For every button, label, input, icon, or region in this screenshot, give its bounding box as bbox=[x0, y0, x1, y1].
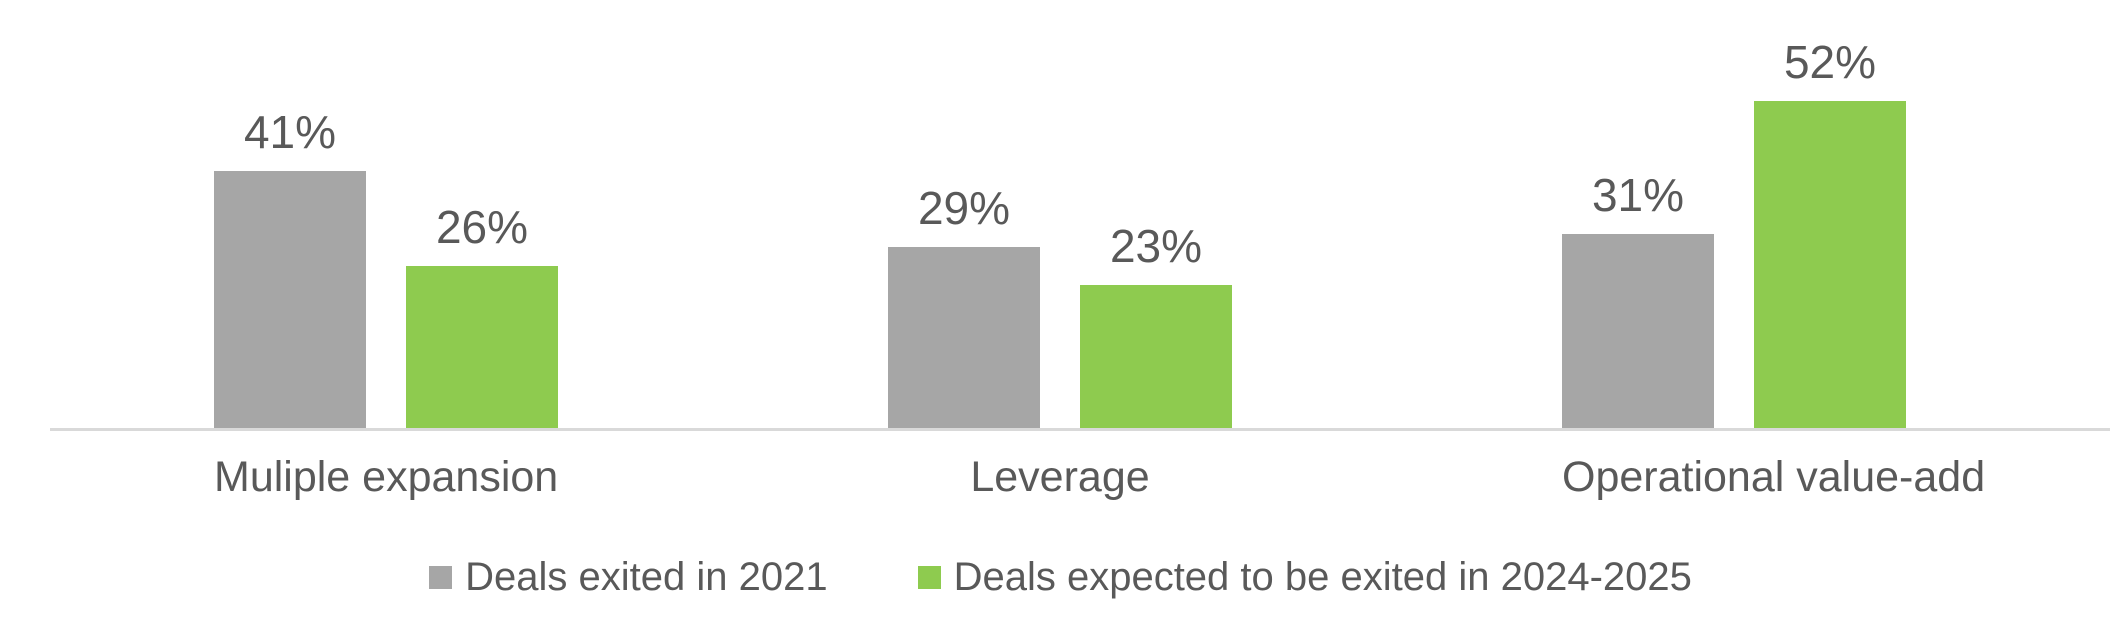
value-label: 29% bbox=[917, 182, 1011, 234]
legend-label: Deals exited in 2021 bbox=[465, 555, 828, 599]
value-label: 52% bbox=[1783, 36, 1877, 88]
value-label: 31% bbox=[1591, 169, 1685, 221]
x-axis-line bbox=[50, 428, 2110, 431]
value-label: 41% bbox=[243, 106, 337, 158]
bar-column: 26% bbox=[406, 204, 558, 430]
legend-label: Deals expected to be exited in 2024-2025 bbox=[953, 555, 1692, 599]
legend-item-deals-exited-2021: Deals exited in 2021 bbox=[429, 553, 828, 601]
value-label: 23% bbox=[1109, 220, 1203, 272]
plot-area: 41% 26% 29% 23% 31% 52% bbox=[214, 39, 1906, 430]
bar-column: 31% bbox=[1562, 172, 1714, 430]
legend: Deals exited in 2021 Deals expected to b… bbox=[0, 553, 2121, 601]
bar-column: 23% bbox=[1080, 223, 1232, 430]
value-label: 26% bbox=[435, 201, 529, 253]
category-label-multiple-expansion: Muliple expansion bbox=[214, 453, 559, 501]
bar-column: 41% bbox=[214, 109, 366, 430]
bar-deals-expected-2024-2025 bbox=[1754, 101, 1906, 430]
legend-swatch-green-icon bbox=[917, 565, 941, 589]
bar-column: 29% bbox=[888, 185, 1040, 430]
bar-group-multiple-expansion: 41% 26% bbox=[214, 109, 558, 430]
legend-swatch-gray-icon bbox=[429, 565, 453, 589]
bar-group-leverage: 29% 23% bbox=[888, 185, 1232, 430]
bar-deals-expected-2024-2025 bbox=[406, 266, 558, 430]
bar-deals-expected-2024-2025 bbox=[1080, 285, 1232, 430]
bar-deals-exited-2021 bbox=[214, 171, 366, 430]
bar-deals-exited-2021 bbox=[1562, 234, 1714, 430]
legend-item-deals-expected-2024-2025: Deals expected to be exited in 2024-2025 bbox=[917, 553, 1692, 601]
bar-column: 52% bbox=[1754, 39, 1906, 430]
category-label-operational-value-add: Operational value-add bbox=[1562, 453, 1986, 501]
bar-group-operational-value-add: 31% 52% bbox=[1562, 39, 1906, 430]
bar-deals-exited-2021 bbox=[888, 247, 1040, 430]
category-label-leverage: Leverage bbox=[970, 453, 1150, 501]
